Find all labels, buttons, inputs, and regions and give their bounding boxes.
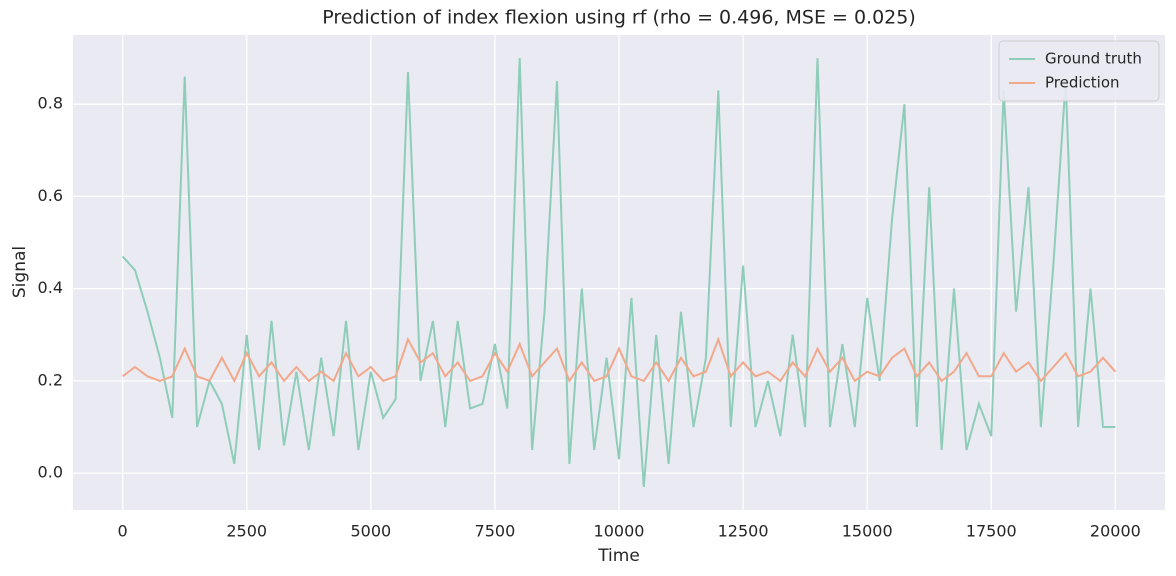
legend-label: Ground truth xyxy=(1045,50,1142,68)
x-tick-label: 2500 xyxy=(226,522,267,541)
series-line xyxy=(121,58,1116,487)
x-tick-label: 15000 xyxy=(842,522,893,541)
x-tick-label: 20000 xyxy=(1090,522,1141,541)
chart-title: Prediction of index flexion using rf (rh… xyxy=(322,7,916,29)
legend-box xyxy=(998,40,1160,102)
x-tick-label: 10000 xyxy=(594,522,645,541)
x-tick-label: 7500 xyxy=(475,522,516,541)
y-tick-label: 0.4 xyxy=(38,278,63,297)
y-tick-label: 0.6 xyxy=(38,186,63,205)
y-tick-label: 0.2 xyxy=(38,370,63,389)
x-tick-label: 0 xyxy=(118,522,128,541)
y-axis-label: Signal xyxy=(10,246,30,298)
series-line xyxy=(122,336,1117,384)
x-tick-label: 12500 xyxy=(718,522,769,541)
x-axis-label: Time xyxy=(597,546,640,566)
x-tick-label: 5000 xyxy=(350,522,391,541)
y-tick-label: 0.0 xyxy=(38,463,63,482)
x-tick-label: 17500 xyxy=(966,522,1017,541)
legend-label: Prediction xyxy=(1045,74,1120,92)
y-tick-label: 0.8 xyxy=(38,94,63,113)
